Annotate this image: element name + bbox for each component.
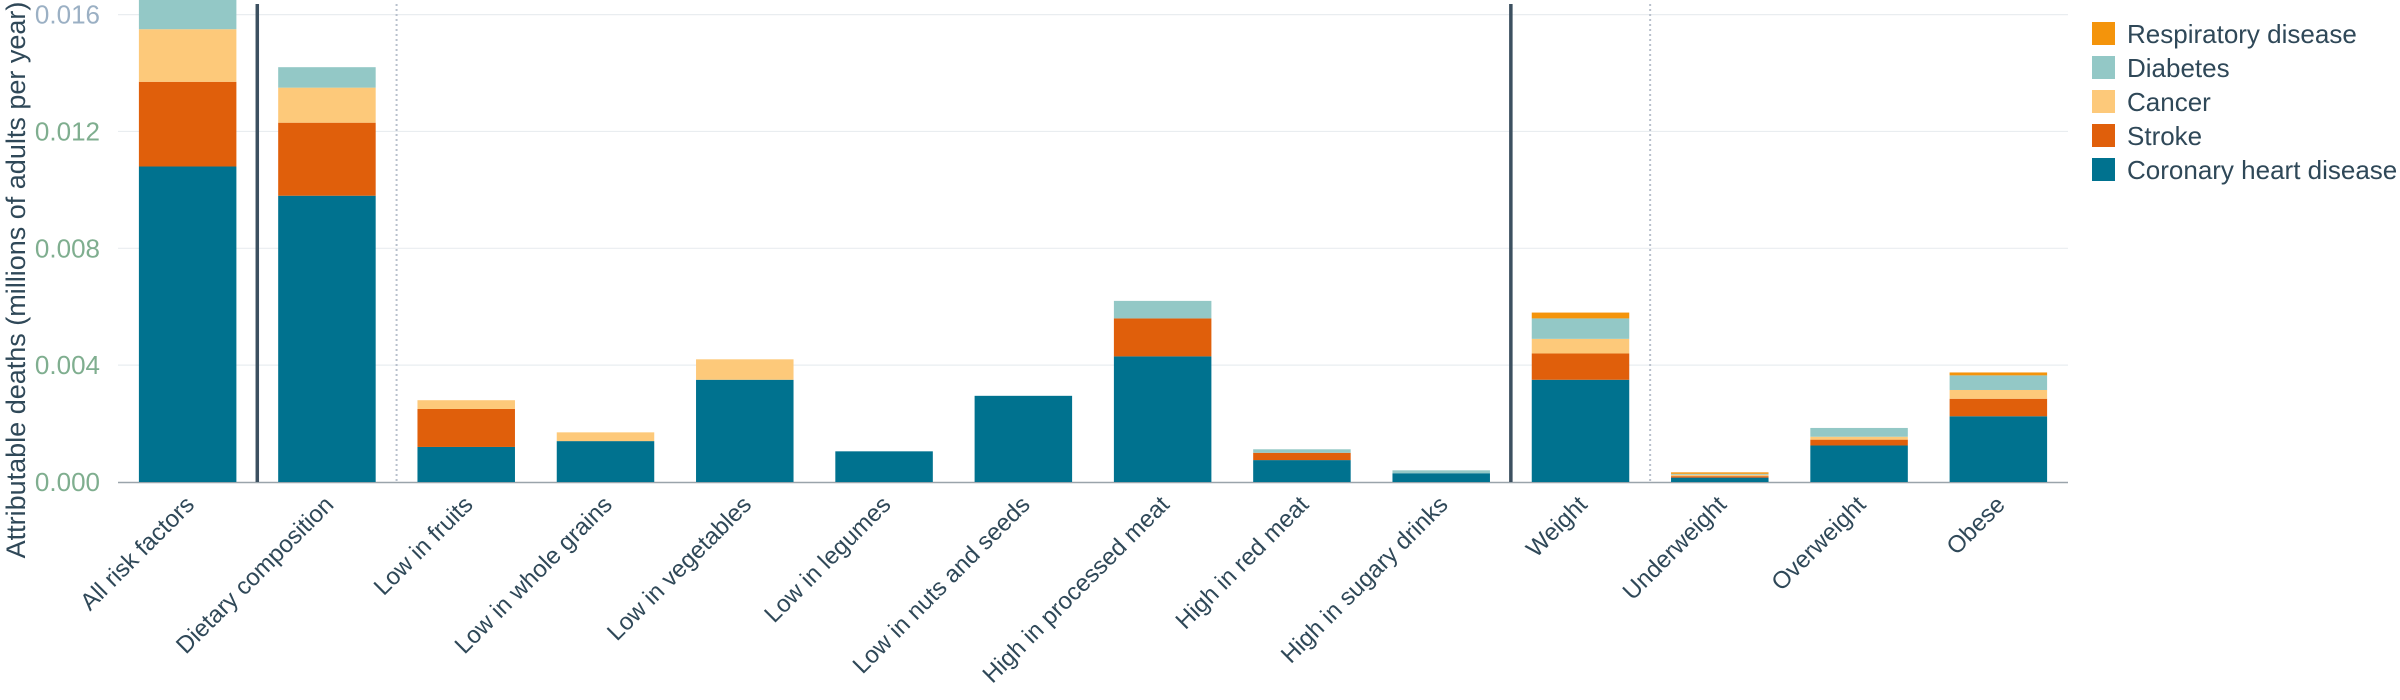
bar-segment (1253, 452, 1351, 461)
bar-segment (1671, 476, 1769, 478)
bar-segment (138, 166, 237, 482)
legend-swatch (2092, 22, 2115, 45)
bar-segment (1531, 379, 1630, 482)
bars-layer (138, 0, 2048, 483)
bar-segment (1810, 427, 1908, 437)
bar-segment (1949, 372, 2048, 376)
y-axis-label: Attributable deaths (millions of adults … (1, 2, 31, 559)
bar-segment (138, 29, 237, 82)
y-tick-label: 0.000 (35, 467, 100, 497)
bar-segment (1671, 472, 1769, 474)
bar-segment (556, 432, 655, 442)
y-axis-ticks: 0.000 0.004 0.008 0.012 0.016 (35, 0, 100, 497)
x-tick-label: Overweight (1766, 491, 1871, 596)
bar-segment (1671, 473, 1769, 475)
legend-swatch (2092, 56, 2115, 79)
bar-segment (138, 81, 237, 167)
bar-segment (1949, 389, 2048, 399)
bar-segment (835, 451, 933, 482)
legend-swatch (2092, 90, 2115, 113)
bar-segment (278, 122, 376, 196)
bar-segment (1531, 312, 1630, 319)
bar-segment (1253, 449, 1351, 453)
x-tick-label: All risk factors (75, 491, 200, 616)
x-tick-label: High in red meat (1171, 491, 1315, 635)
legend-label: Diabetes (2127, 53, 2230, 83)
bar-segment (696, 379, 794, 482)
legend-swatch (2092, 124, 2115, 147)
bar-segment (556, 441, 655, 482)
x-tick-label: Weight (1521, 491, 1593, 563)
bar-segment (417, 400, 515, 409)
y-tick-label: 0.016 (35, 0, 100, 30)
grid-layer (118, 14, 2068, 484)
bar-segment (278, 195, 376, 483)
bar-segment (1531, 353, 1630, 380)
legend-label: Cancer (2127, 87, 2211, 117)
x-tick-label: Underweight (1618, 491, 1733, 606)
bar-segment (1253, 460, 1351, 482)
bar-segment (1671, 474, 1769, 477)
bar-segment (278, 87, 376, 123)
bar-segment (1671, 477, 1769, 482)
y-tick-label: 0.004 (35, 350, 100, 380)
bar-segment (417, 408, 515, 447)
x-tick-label: Low in fruits (369, 491, 479, 601)
x-tick-label: Obese (1942, 491, 2011, 560)
legend-label: Coronary heart disease (2127, 155, 2397, 185)
y-tick-label: 0.012 (35, 116, 100, 146)
legend-label: Stroke (2127, 121, 2202, 151)
bar-segment (138, 0, 237, 30)
legend-label: Respiratory disease (2127, 19, 2357, 49)
bar-segment (1810, 445, 1908, 482)
bar-segment (1392, 470, 1490, 474)
legend-swatch (2092, 158, 2115, 181)
bar-segment (1531, 338, 1630, 354)
bar-segment (1531, 318, 1630, 339)
x-tick-label: Low in legumes (759, 491, 896, 628)
bar-segment (1113, 318, 1212, 357)
bar-segment (1113, 356, 1212, 482)
x-tick-label: Dietary composition (171, 491, 339, 659)
bar-segment (278, 67, 376, 88)
bar-segment (1949, 375, 2048, 390)
y-tick-label: 0.008 (35, 233, 100, 263)
bar-segment (1949, 398, 2048, 417)
x-tick-label: Low in whole grains (450, 491, 618, 659)
bar-segment (1810, 436, 1908, 440)
bar-segment (417, 446, 515, 482)
bar-segment (1949, 416, 2048, 482)
bar-segment (696, 359, 794, 380)
bar-segment (1113, 300, 1212, 319)
bar-segment (1392, 473, 1490, 482)
bar-segment (1810, 439, 1908, 446)
x-tick-label: Low in vegetables (602, 491, 757, 646)
separator-layer (255, 4, 1652, 482)
legend: Respiratory disease Diabetes Cancer Stroke C… (2092, 19, 2397, 185)
bar-segment (974, 395, 1073, 482)
